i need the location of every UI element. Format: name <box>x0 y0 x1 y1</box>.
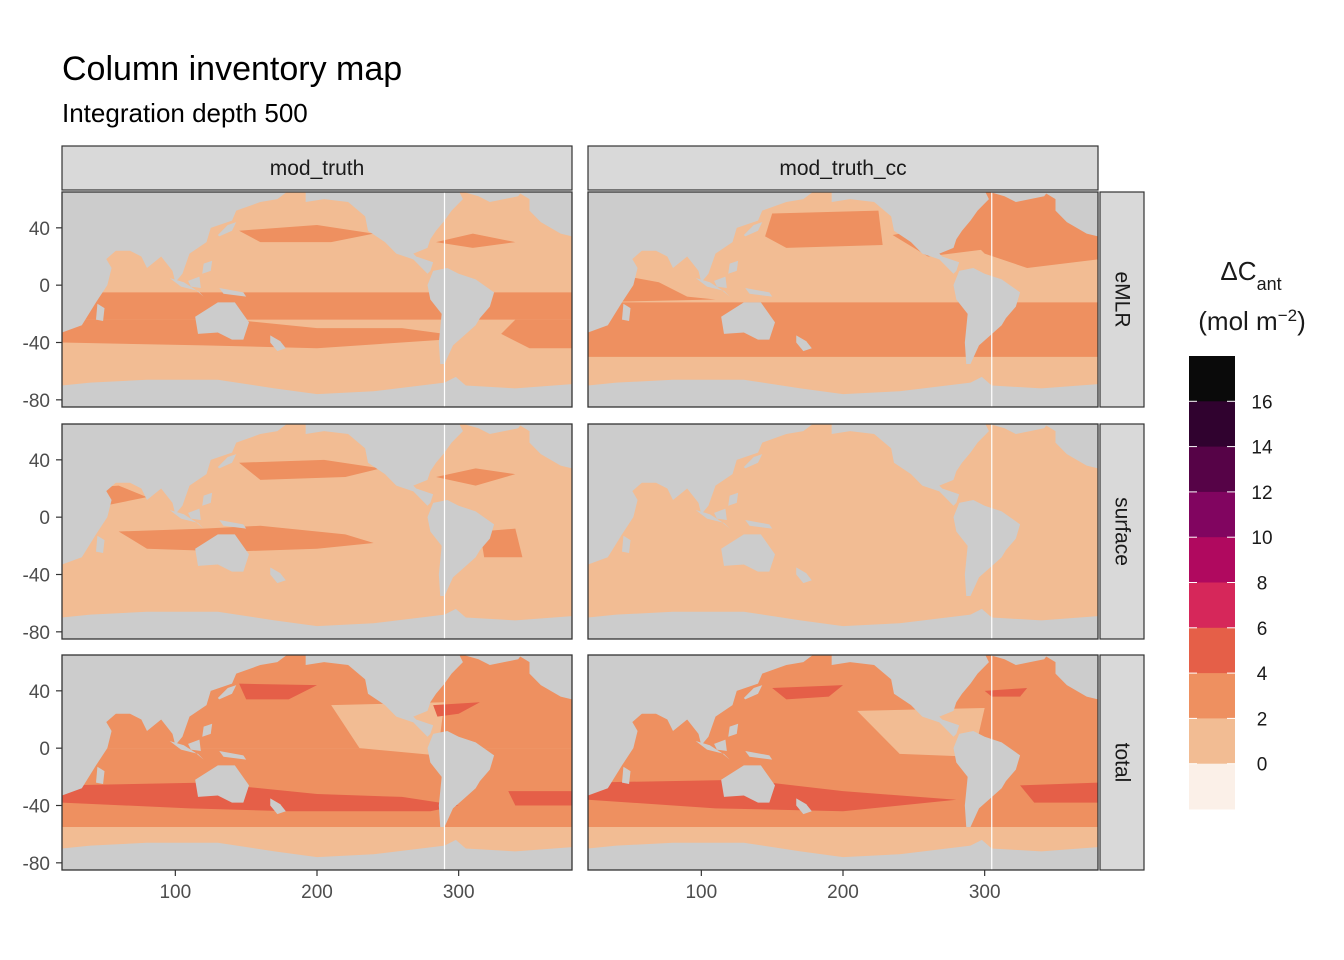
panel-border <box>61 191 573 408</box>
chart-subtitle: Integration depth 500 <box>62 98 308 128</box>
x-tick-label: 200 <box>301 882 333 903</box>
y-tick-label: -40 <box>23 797 50 818</box>
legend-label: 0 <box>1257 755 1268 776</box>
x-tick-label: 100 <box>685 882 717 903</box>
legend-label: 2 <box>1257 709 1268 730</box>
y-tick-label: 0 <box>39 276 50 297</box>
facet-strip-label: mod_truth <box>270 157 365 180</box>
facet-strip-label: mod_truth_cc <box>779 157 906 180</box>
legend-swatch <box>1189 537 1235 583</box>
legend-label: 14 <box>1251 438 1273 459</box>
legend-swatch <box>1189 582 1235 629</box>
panel-border <box>587 423 1099 640</box>
legend-swatch <box>1189 627 1235 674</box>
y-tick-label: 0 <box>39 739 50 760</box>
legend-swatch <box>1189 763 1235 810</box>
facet-strip-label: total <box>1111 743 1134 783</box>
facet-strip-eMLR <box>1099 191 1145 408</box>
y-tick-label: -40 <box>23 566 50 587</box>
legend-title-sub: ant <box>1257 274 1282 294</box>
x-tick-label: 200 <box>827 882 859 903</box>
facet-strip-surface <box>1099 423 1145 640</box>
facet-strip-mod_truth <box>61 145 573 191</box>
y-tick-label: -40 <box>23 334 50 355</box>
legend-label: 10 <box>1251 528 1272 549</box>
legend-units-prefix: (mol m <box>1198 306 1277 336</box>
y-tick-label: 40 <box>29 682 50 703</box>
x-tick-label: 100 <box>159 882 191 903</box>
legend-label: 4 <box>1257 664 1268 685</box>
map-panel-mod_truth-eMLR <box>61 191 573 408</box>
y-tick-label: 40 <box>29 451 50 472</box>
facet-strip-label: surface <box>1111 497 1134 566</box>
x-tick-label: 300 <box>443 882 475 903</box>
legend-label: 6 <box>1257 619 1268 640</box>
facet-strip-mod_truth_cc <box>587 145 1099 191</box>
legend-swatch <box>1189 356 1235 402</box>
legend-swatch <box>1189 401 1235 448</box>
y-tick-label: -80 <box>23 391 50 412</box>
y-tick-label: -80 <box>23 623 50 644</box>
legend-units: (mol m−2) <box>1198 306 1306 337</box>
legend-swatch <box>1189 673 1235 719</box>
legend-title-main: ΔC <box>1220 256 1256 286</box>
facet-grid: mod_truth mod_truth_cc eMLR surface total 40 4… <box>23 145 1145 903</box>
y-tick-label: 40 <box>29 219 50 240</box>
map-panel-mod_truth-surface <box>61 423 573 640</box>
map-panel-mod_truth_cc-surface <box>587 423 1099 640</box>
legend-units-suffix: ) <box>1297 306 1306 336</box>
map-panel-mod_truth-total <box>61 654 573 871</box>
legend-label: 16 <box>1251 392 1272 413</box>
colorbar-legend: ΔCant (mol m−2) 16 14 12 10 8 6 4 2 0 <box>1189 256 1306 810</box>
legend-swatch <box>1189 718 1235 765</box>
legend-label: 8 <box>1257 574 1268 595</box>
facet-strip-label: eMLR <box>1111 271 1134 327</box>
legend-swatch <box>1189 491 1235 538</box>
legend-swatch <box>1189 446 1235 493</box>
legend-title: ΔCant <box>1220 256 1281 294</box>
legend-label: 12 <box>1251 483 1272 504</box>
map-panel-mod_truth_cc-eMLR <box>587 191 1099 408</box>
legend-units-sup: −2 <box>1278 306 1297 325</box>
panel-border <box>587 191 1099 408</box>
map-panel-mod_truth_cc-total <box>587 654 1099 871</box>
x-tick-label: 300 <box>969 882 1001 903</box>
y-tick-label: 0 <box>39 508 50 529</box>
y-tick-label: -80 <box>23 854 50 875</box>
facet-strip-total <box>1099 654 1145 871</box>
panel-border <box>61 423 573 640</box>
chart-title: Column inventory map <box>62 50 402 88</box>
